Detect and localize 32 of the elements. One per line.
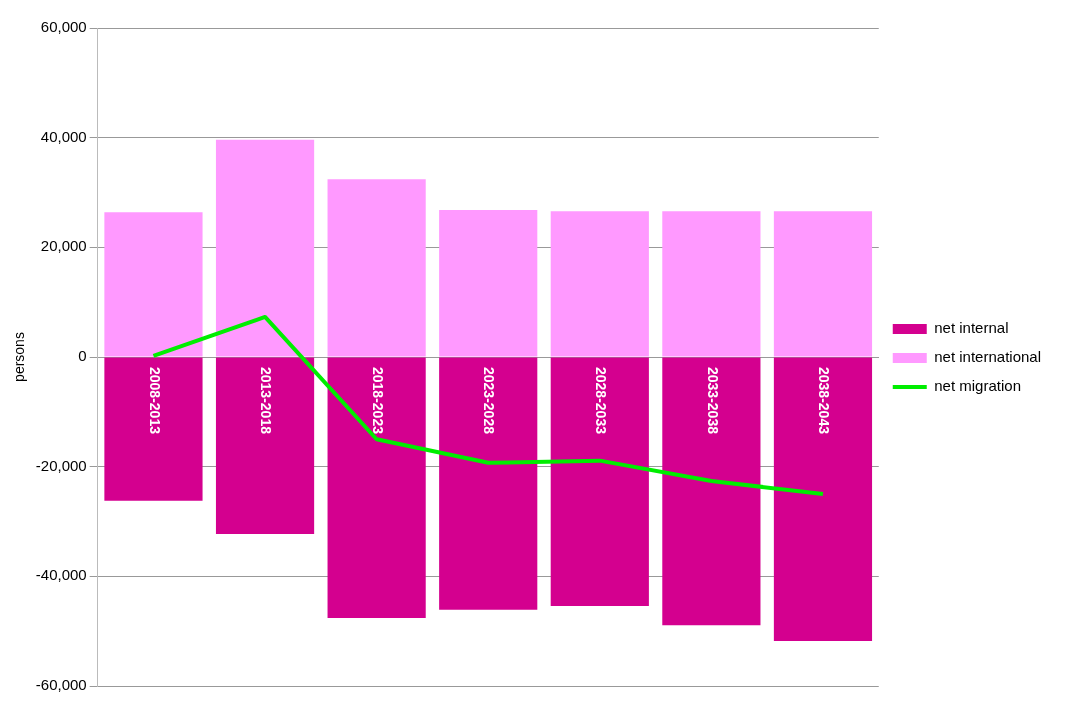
x-tick-label: 2023-2028 [481, 367, 498, 435]
x-tick-label: 2028-2033 [592, 367, 609, 435]
y-tick-label: 0 [78, 347, 87, 365]
x-tick-label: 2033-2038 [704, 367, 721, 435]
bar [439, 357, 538, 610]
bar [550, 357, 649, 606]
bar [550, 211, 649, 357]
bar [215, 357, 315, 535]
x-tick-label: 2018-2023 [369, 367, 386, 435]
bar [327, 179, 426, 357]
bar [439, 210, 538, 357]
bar [773, 357, 873, 642]
x-tick-label: 2013-2018 [258, 367, 275, 435]
bar [104, 212, 203, 357]
legend-label: net internal [934, 319, 1009, 337]
y-tick-label: -40,000 [35, 566, 87, 584]
bar [662, 211, 761, 357]
bar [104, 357, 203, 501]
bar [662, 357, 761, 626]
legend-label: net migration [934, 377, 1021, 395]
bar [773, 211, 873, 357]
y-tick-label: 60,000 [40, 18, 87, 36]
y-tick-label: -20,000 [35, 456, 87, 474]
y-axis-title: persons [11, 332, 28, 382]
bar [327, 357, 426, 619]
legend-label: net international [934, 348, 1042, 366]
y-tick-label: 40,000 [40, 127, 87, 145]
x-tick-label: 2038-2043 [816, 367, 833, 435]
y-tick-label: -60,000 [35, 676, 87, 694]
bar [215, 139, 315, 357]
x-tick-label: 2008-2013 [146, 367, 163, 435]
y-tick-label: 20,000 [40, 237, 87, 255]
